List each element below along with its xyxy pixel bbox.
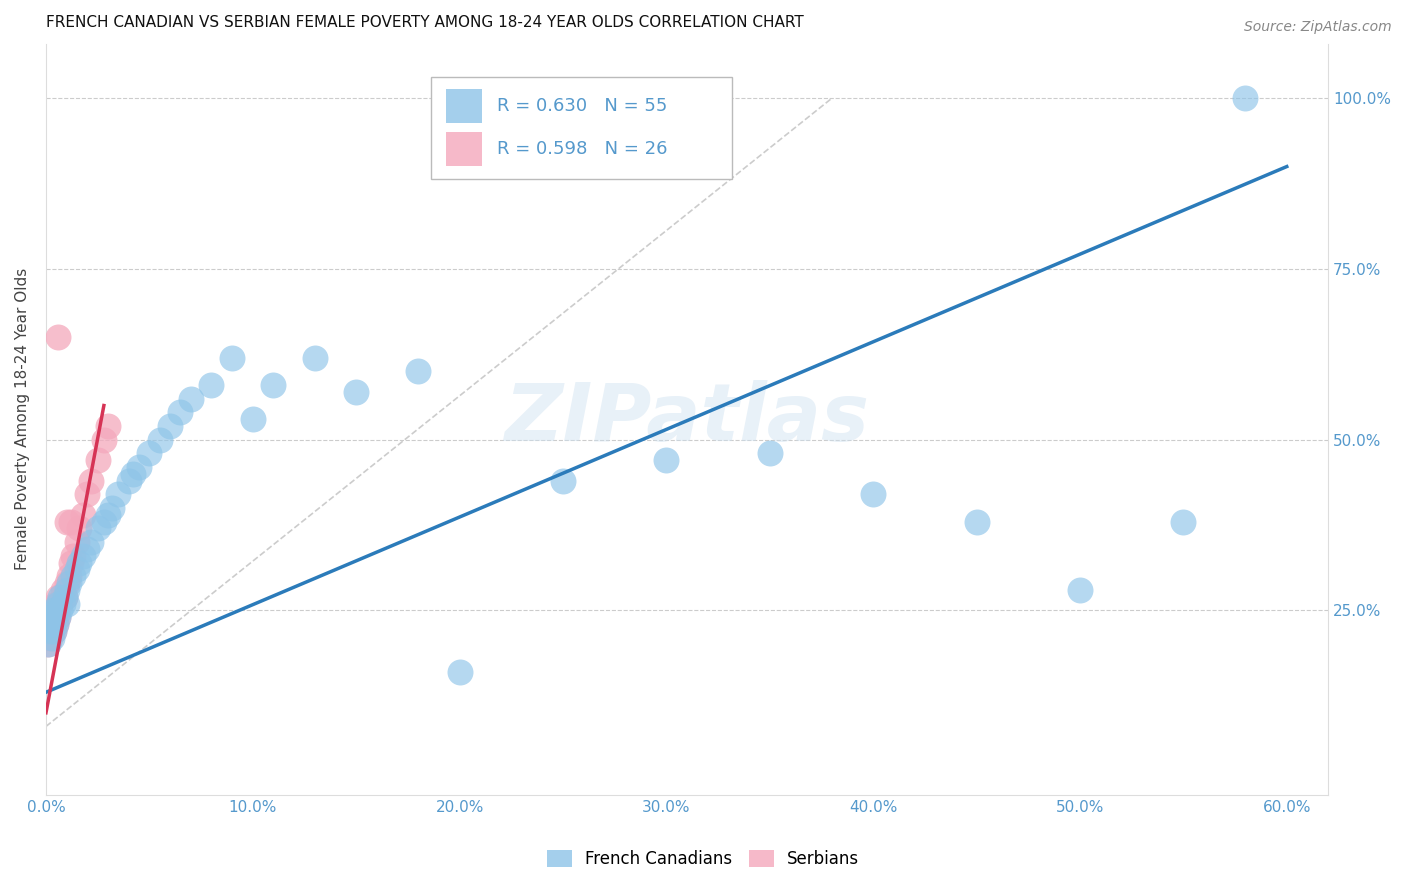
Point [344, 384, 367, 399]
Point [48, 597, 70, 611]
Point [169, 405, 191, 419]
Point [76, 541, 98, 556]
Point [121, 467, 143, 481]
Point [138, 446, 160, 460]
Point [149, 433, 172, 447]
Legend: French Canadians, Serbians: French Canadians, Serbians [540, 843, 866, 875]
Point [72, 549, 94, 563]
Point [200, 378, 222, 392]
Point [80, 474, 103, 488]
Point [48, 590, 70, 604]
Point [41, 610, 63, 624]
Text: ZIPatlas: ZIPatlas [505, 380, 869, 458]
Point [551, 474, 574, 488]
Point [80, 535, 103, 549]
Point [66, 562, 89, 576]
Point [55, 515, 77, 529]
Point [1234, 91, 1257, 105]
FancyBboxPatch shape [446, 132, 482, 166]
Point [93, 433, 115, 447]
Point [37, 638, 59, 652]
Point [45, 597, 67, 611]
Point [221, 351, 243, 365]
Point [51, 582, 73, 597]
Point [242, 412, 264, 426]
Text: FRENCH CANADIAN VS SERBIAN FEMALE POVERTY AMONG 18-24 YEAR OLDS CORRELATION CHAR: FRENCH CANADIAN VS SERBIAN FEMALE POVERT… [46, 15, 804, 30]
Point [49, 603, 72, 617]
Point [62, 569, 84, 583]
Point [45, 617, 67, 632]
Point [97, 508, 120, 522]
Point [58, 576, 80, 591]
Text: R = 0.598   N = 26: R = 0.598 N = 26 [498, 140, 668, 158]
Point [86, 521, 108, 535]
Point [406, 364, 429, 378]
Point [67, 521, 90, 535]
Point [48, 330, 70, 344]
Point [107, 487, 129, 501]
Point [66, 535, 89, 549]
Point [44, 624, 66, 638]
Point [966, 515, 988, 529]
Point [55, 597, 77, 611]
Point [86, 453, 108, 467]
Point [53, 590, 76, 604]
Point [62, 549, 84, 563]
Point [41, 624, 63, 638]
Point [180, 392, 202, 406]
Point [37, 638, 59, 652]
Point [44, 603, 66, 617]
Point [51, 597, 73, 611]
Point [58, 569, 80, 583]
Point [758, 446, 780, 460]
Point [49, 590, 72, 604]
Point [1173, 515, 1195, 529]
Point [39, 617, 62, 632]
Point [76, 487, 98, 501]
Point [49, 597, 72, 611]
Point [48, 610, 70, 624]
Point [128, 460, 150, 475]
Point [118, 474, 141, 488]
Point [39, 617, 62, 632]
Point [39, 624, 62, 638]
Point [97, 419, 120, 434]
Point [53, 590, 76, 604]
Point [45, 603, 67, 617]
Point [159, 419, 181, 434]
Point [262, 378, 284, 392]
Point [304, 351, 326, 365]
Point [67, 556, 90, 570]
Point [655, 453, 678, 467]
Point [45, 617, 67, 632]
Point [55, 576, 77, 591]
Point [48, 610, 70, 624]
Point [101, 500, 124, 515]
Point [41, 631, 63, 645]
Point [39, 631, 62, 645]
Text: R = 0.630   N = 55: R = 0.630 N = 55 [498, 97, 668, 115]
Point [44, 603, 66, 617]
Point [72, 508, 94, 522]
Y-axis label: Female Poverty Among 18-24 Year Olds: Female Poverty Among 18-24 Year Olds [15, 268, 30, 570]
FancyBboxPatch shape [446, 89, 482, 123]
Point [59, 556, 82, 570]
Point [55, 582, 77, 597]
Point [41, 610, 63, 624]
Point [44, 610, 66, 624]
Point [93, 515, 115, 529]
Point [41, 617, 63, 632]
FancyBboxPatch shape [430, 78, 733, 179]
Point [59, 515, 82, 529]
Text: Source: ZipAtlas.com: Source: ZipAtlas.com [1244, 20, 1392, 34]
Point [44, 624, 66, 638]
Point [862, 487, 884, 501]
Point [1069, 582, 1091, 597]
Point [449, 665, 471, 679]
